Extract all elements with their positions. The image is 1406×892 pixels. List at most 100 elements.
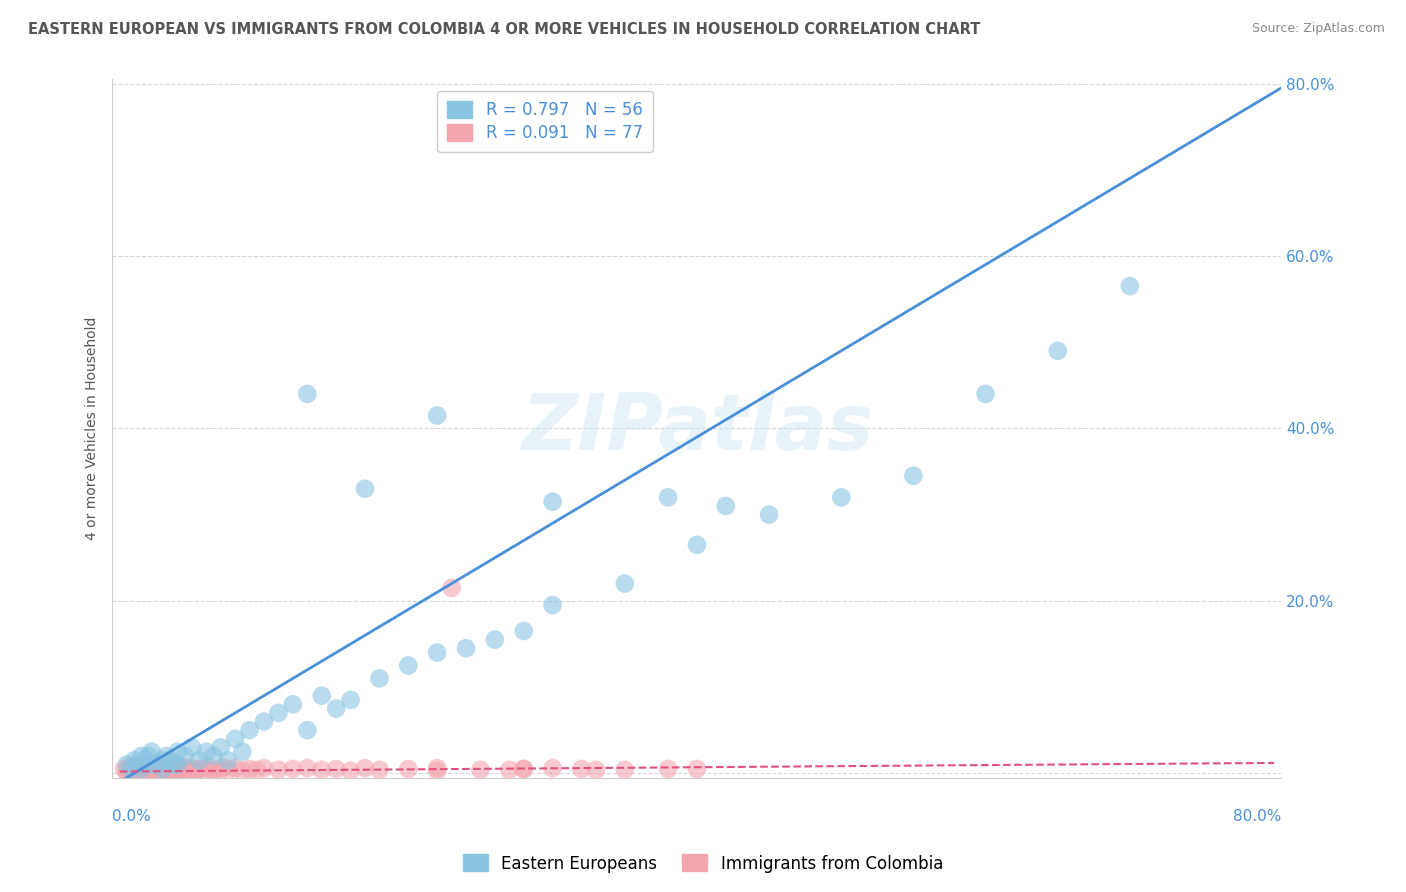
Point [903,468,925,483]
Point [224,761,246,775]
Point [426,646,449,660]
Point [454,641,477,656]
Point [146,763,169,777]
Text: Source: ZipAtlas.com: Source: ZipAtlas.com [1251,22,1385,36]
Point [297,761,319,775]
Point [657,762,679,776]
Point [155,760,177,774]
Point [166,745,188,759]
Point [974,387,997,401]
Point [149,762,172,776]
Point [115,757,138,772]
Point [124,762,146,776]
Point [112,762,135,776]
Point [177,763,200,777]
Point [131,758,153,772]
Point [202,749,225,764]
Point [571,762,593,776]
Text: ZIPatlas: ZIPatlas [520,391,873,467]
Point [198,760,221,774]
Point [145,757,167,772]
Point [169,762,191,776]
Point [152,753,174,767]
Point [498,763,520,777]
Point [122,753,145,767]
Point [484,632,506,647]
Point [297,387,319,401]
Point [184,764,207,778]
Point [440,581,463,595]
Point [141,745,163,759]
Point [396,762,419,776]
Point [132,763,155,777]
Point [131,762,153,776]
Point [177,764,200,778]
Point [224,731,246,746]
Point [163,757,186,772]
Point [297,723,319,738]
Point [131,749,153,764]
Point [470,763,492,777]
Point [120,763,142,777]
Point [131,762,153,776]
Point [513,762,536,776]
Point [830,491,852,505]
Point [166,764,188,778]
Point [354,482,377,496]
Point [426,761,449,775]
Point [541,598,564,612]
Point [657,491,679,505]
Point [231,745,253,759]
Point [163,761,186,775]
Y-axis label: 4 or more Vehicles in Household: 4 or more Vehicles in Household [86,317,100,540]
Point [686,762,709,776]
Point [120,762,142,776]
Point [217,753,239,767]
Point [339,693,361,707]
Point [141,759,163,773]
Point [267,706,290,720]
Point [138,749,160,764]
Point [426,764,449,778]
Point [281,762,304,776]
Point [135,753,157,767]
Point [325,701,347,715]
Text: EASTERN EUROPEAN VS IMMIGRANTS FROM COLOMBIA 4 OR MORE VEHICLES IN HOUSEHOLD COR: EASTERN EUROPEAN VS IMMIGRANTS FROM COLO… [28,22,980,37]
Point [155,749,177,764]
Legend: Eastern Europeans, Immigrants from Colombia: Eastern Europeans, Immigrants from Colom… [457,847,949,880]
Point [202,764,225,778]
Point [188,762,211,776]
Point [136,764,159,778]
Point [159,753,181,767]
Point [325,762,347,776]
Point [368,672,391,686]
Point [613,763,636,777]
Point [239,723,262,738]
Point [169,763,191,777]
Point [180,761,202,775]
Point [686,538,709,552]
Point [513,762,536,776]
Point [541,761,564,775]
Point [513,624,536,638]
Text: 0.0%: 0.0% [112,809,152,824]
Point [152,764,174,778]
Point [195,745,218,759]
Legend: R = 0.797   N = 56, R = 0.091   N = 77: R = 0.797 N = 56, R = 0.091 N = 77 [437,91,652,153]
Point [145,763,167,777]
Point [135,763,157,777]
Text: 80.0%: 80.0% [1233,809,1281,824]
Point [145,760,167,774]
Point [758,508,780,522]
Point [125,757,148,772]
Point [209,762,232,776]
Point [138,757,160,772]
Point [212,760,235,774]
Point [118,759,141,773]
Point [217,763,239,777]
Point [125,764,148,778]
Point [166,757,188,772]
Point [173,760,195,774]
Point [166,759,188,773]
Point [209,740,232,755]
